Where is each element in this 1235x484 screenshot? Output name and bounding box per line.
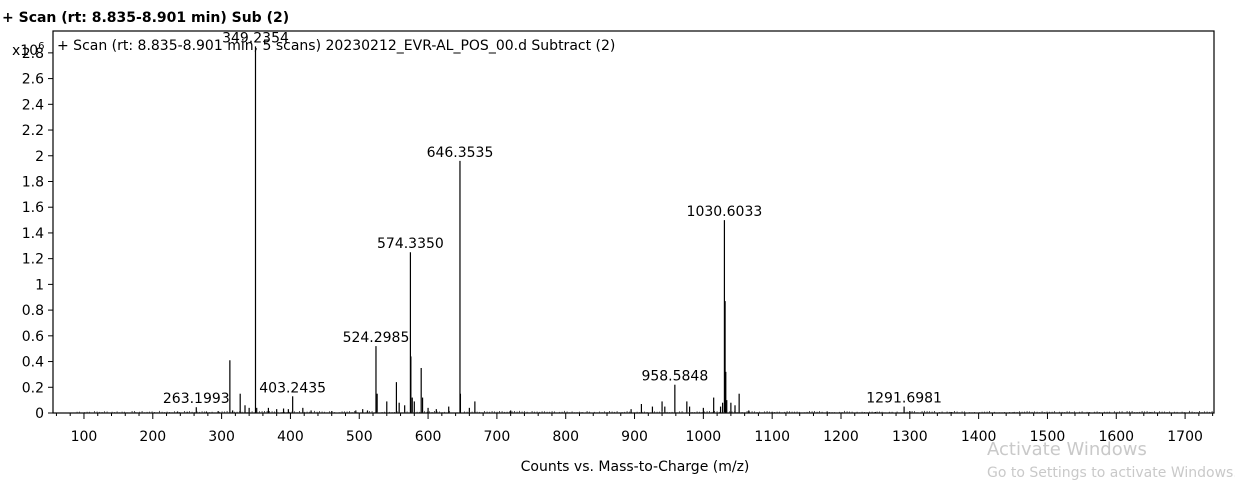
x-tick-label: 1000: [686, 429, 722, 445]
x-tick-label: 400: [277, 429, 304, 445]
peak-labels-layer: 349.2354 646.3535 1030.6033 574.3350 524.298…: [163, 30, 942, 407]
y-tick-label: 2.4: [22, 97, 44, 113]
y-tick-label: 0.4: [22, 355, 44, 371]
peak-label: 349.2354: [222, 30, 289, 46]
x-tick-label: 100: [71, 429, 98, 445]
peak-label: 403.2435: [259, 380, 326, 396]
y-tick-label: 2.6: [22, 72, 44, 88]
x-tick-label: 1500: [1030, 429, 1066, 445]
x-axis-label: Counts vs. Mass-to-Charge (m/z): [521, 459, 750, 475]
y-scale-label: x106: [12, 41, 44, 59]
x-tick-label: 200: [139, 429, 166, 445]
chart-title: + Scan (rt: 8.835-8.901 min, 5 scans) 20…: [57, 38, 615, 54]
peak-label: 1030.6033: [687, 204, 763, 220]
y-tick-label: 0: [35, 406, 44, 422]
y-tick-label: 0.8: [22, 303, 44, 319]
peak-label: 263.1993: [163, 391, 230, 407]
peak-label: 574.3350: [377, 236, 444, 252]
x-tick-label: 1200: [823, 429, 859, 445]
y-scale-exponent: 6: [38, 41, 44, 52]
activate-windows-hint: Go to Settings to activate Windows.: [987, 465, 1235, 481]
plot-frame: [52, 30, 1215, 414]
x-tick-label: 1100: [754, 429, 790, 445]
x-tick-label: 600: [415, 429, 442, 445]
y-tick-label: 1.4: [22, 226, 44, 242]
window-title: + Scan (rt: 8.835-8.901 min) Sub (2): [2, 10, 289, 26]
peak-label: 1291.6981: [866, 391, 942, 407]
x-tick-label: 300: [208, 429, 235, 445]
x-tick-label: 1300: [892, 429, 928, 445]
activate-windows-watermark: Activate Windows: [987, 439, 1147, 460]
y-tick-label: 2.8: [22, 46, 44, 62]
x-tick-label: 700: [484, 429, 511, 445]
y-tick-label: 2.2: [22, 123, 44, 139]
x-tick-label: 500: [346, 429, 373, 445]
x-axis: 100 200 300 400 500 600 700 800 900 1000 1100 1200 1…: [55, 413, 1214, 445]
y-tick-label: 1: [35, 277, 44, 293]
x-tick-label: 900: [621, 429, 648, 445]
y-tick-label: 0.2: [22, 380, 44, 396]
y-tick-label: 1.2: [22, 252, 44, 268]
x-tick-label: 1600: [1098, 429, 1134, 445]
x-tick-label: 1400: [961, 429, 997, 445]
peak-label: 524.2985: [343, 330, 410, 346]
y-tick-label: 1.6: [22, 200, 44, 216]
noise-floor: [76, 410, 1213, 413]
x-tick-label: 1700: [1167, 429, 1203, 445]
peak-label: 958.5848: [641, 369, 708, 385]
peak-label: 646.3535: [427, 145, 494, 161]
x-tick-label: 800: [552, 429, 579, 445]
y-axis: 0 0.2 0.4 0.6 0.8 1 1.2 1.4 1.6 1.8 2 2.2 2.4 2.6 2.8: [22, 46, 53, 422]
y-tick-label: 1.8: [22, 174, 44, 190]
y-scale-base: x10: [12, 43, 38, 59]
peaks-layer: [97, 46, 1152, 413]
y-tick-label: 0.6: [22, 329, 44, 345]
y-tick-label: 2: [35, 149, 44, 165]
